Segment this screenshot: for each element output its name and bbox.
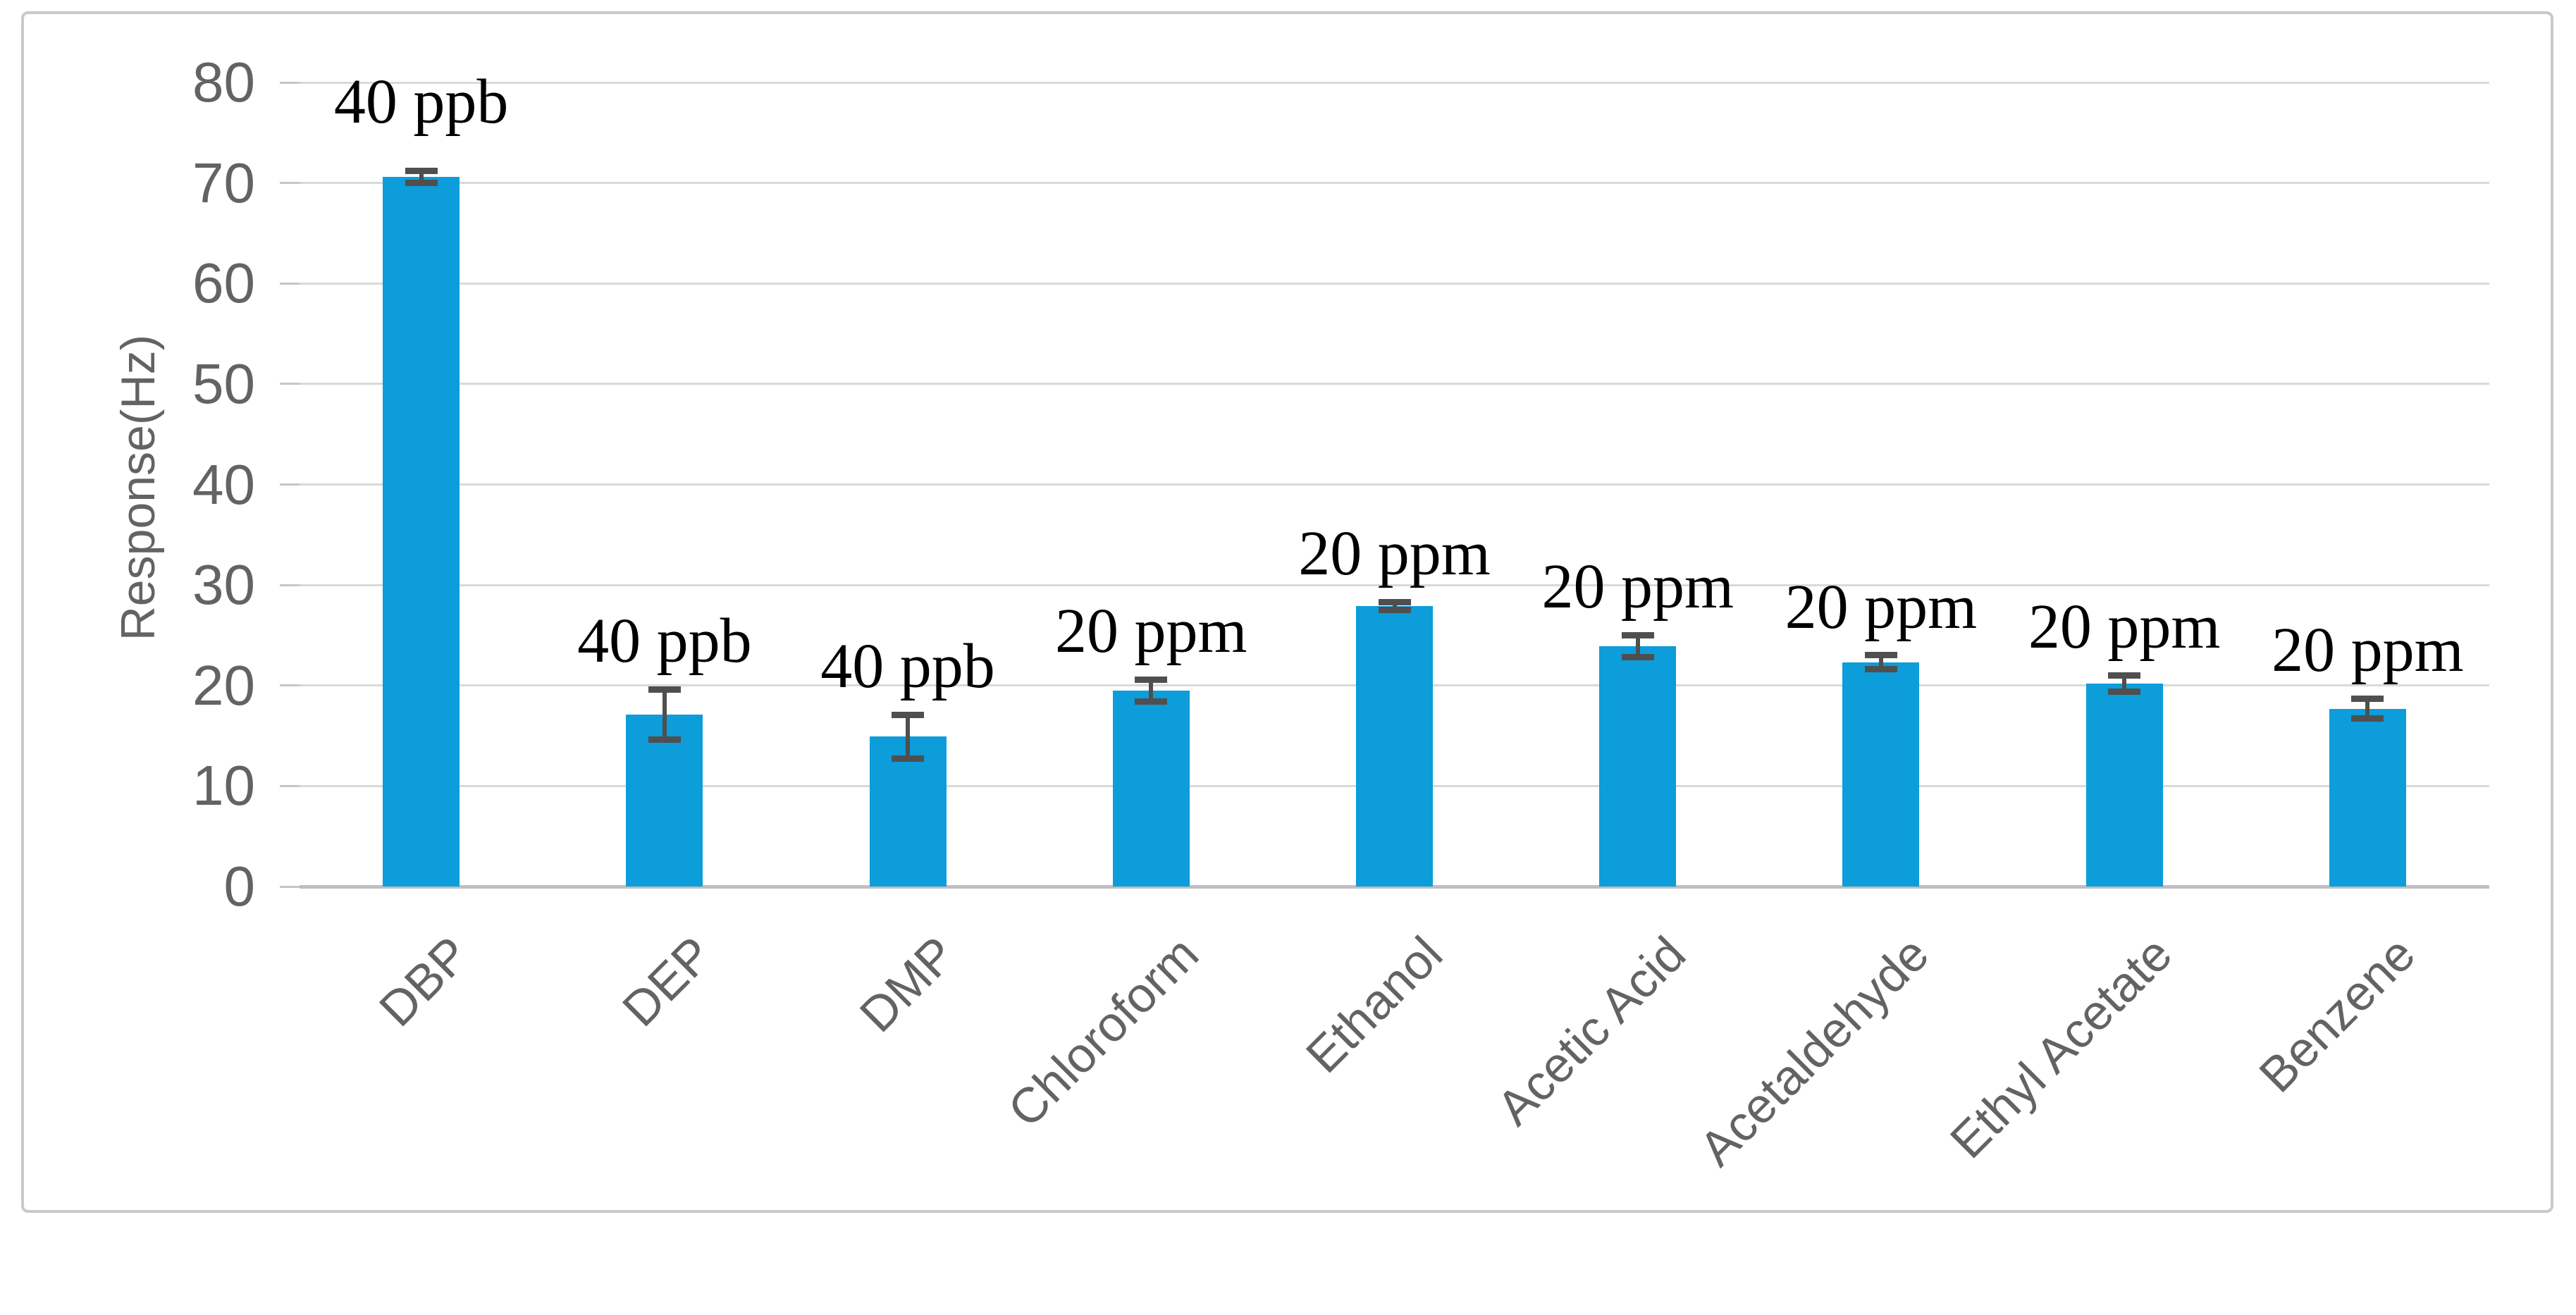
bar bbox=[2085, 683, 2163, 887]
y-tick-label: 50 bbox=[192, 352, 255, 415]
gridline bbox=[300, 483, 2489, 486]
bar bbox=[1112, 690, 1190, 887]
y-axis-tick bbox=[280, 282, 300, 285]
error-bar-whisker bbox=[1149, 679, 1154, 702]
bar bbox=[626, 715, 703, 887]
bar-annotation: 20 ppm bbox=[2028, 592, 2221, 662]
error-bar-whisker bbox=[2122, 675, 2127, 692]
y-axis-tick bbox=[280, 684, 300, 687]
error-bar-whisker bbox=[1878, 655, 1883, 669]
error-bar-cap-bottom bbox=[1135, 698, 1168, 705]
bar bbox=[1356, 606, 1433, 887]
y-tick-label: 60 bbox=[192, 252, 255, 315]
error-bar-cap-top bbox=[2351, 695, 2384, 702]
gridline bbox=[300, 81, 2489, 84]
error-bar-whisker bbox=[419, 171, 424, 183]
error-bar-cap-top bbox=[2108, 672, 2141, 679]
x-axis-line bbox=[300, 884, 2489, 889]
error-bar-whisker bbox=[906, 715, 911, 759]
error-bar-whisker bbox=[1392, 602, 1397, 610]
bar bbox=[2329, 708, 2406, 887]
bar-annotation: 40 ppb bbox=[333, 66, 509, 137]
y-tick-label: 40 bbox=[192, 452, 255, 516]
error-bar-whisker bbox=[2365, 698, 2370, 719]
y-tick-label: 0 bbox=[223, 855, 256, 918]
error-bar-cap-bottom bbox=[405, 180, 438, 187]
error-bar-whisker bbox=[1635, 635, 1640, 658]
error-bar-cap-bottom bbox=[892, 755, 925, 763]
error-bar-cap-top bbox=[405, 168, 438, 174]
error-bar-cap-bottom bbox=[1378, 607, 1411, 614]
error-bar-whisker bbox=[662, 689, 667, 740]
error-bar-cap-bottom bbox=[648, 736, 681, 743]
gridline bbox=[300, 383, 2489, 385]
error-bar-cap-top bbox=[648, 686, 681, 693]
error-bar-cap-top bbox=[1621, 631, 1654, 638]
y-axis-tick bbox=[280, 483, 300, 486]
error-bar-cap-top bbox=[1864, 652, 1897, 659]
error-bar-cap-bottom bbox=[2108, 688, 2141, 695]
error-bar-cap-bottom bbox=[1621, 654, 1654, 661]
bar-annotation: 40 ppb bbox=[577, 606, 752, 677]
error-bar-cap-top bbox=[892, 711, 925, 718]
bar-annotation: 40 ppb bbox=[820, 631, 995, 702]
bar bbox=[1599, 646, 1677, 887]
bar-annotation: 20 ppm bbox=[1541, 552, 1734, 622]
gridline bbox=[300, 182, 2489, 185]
y-tick-label: 70 bbox=[192, 151, 255, 214]
error-bar-cap-top bbox=[1378, 598, 1411, 605]
y-axis-tick bbox=[280, 81, 300, 84]
gridline bbox=[300, 584, 2489, 586]
y-axis-tick bbox=[280, 584, 300, 586]
bar bbox=[1842, 662, 1920, 887]
y-tick-label: 20 bbox=[192, 653, 255, 717]
bar-annotation: 20 ppm bbox=[1785, 572, 1978, 642]
error-bar-cap-top bbox=[1135, 676, 1168, 683]
y-axis-tick bbox=[280, 383, 300, 385]
y-axis-tick bbox=[280, 784, 300, 787]
y-tick-label: 10 bbox=[192, 754, 255, 817]
bar bbox=[383, 177, 460, 887]
error-bar-cap-bottom bbox=[1864, 666, 1897, 673]
y-axis-tick bbox=[280, 885, 300, 888]
y-tick-label: 80 bbox=[192, 51, 255, 113]
y-tick-label: 30 bbox=[192, 553, 255, 617]
gridline bbox=[300, 282, 2489, 285]
error-bar-cap-bottom bbox=[2351, 715, 2384, 722]
bar-annotation: 20 ppm bbox=[1298, 519, 1491, 589]
y-axis-tick bbox=[280, 182, 300, 185]
bar-annotation: 20 ppm bbox=[1055, 596, 1247, 667]
bar-annotation: 20 ppm bbox=[2272, 615, 2464, 686]
